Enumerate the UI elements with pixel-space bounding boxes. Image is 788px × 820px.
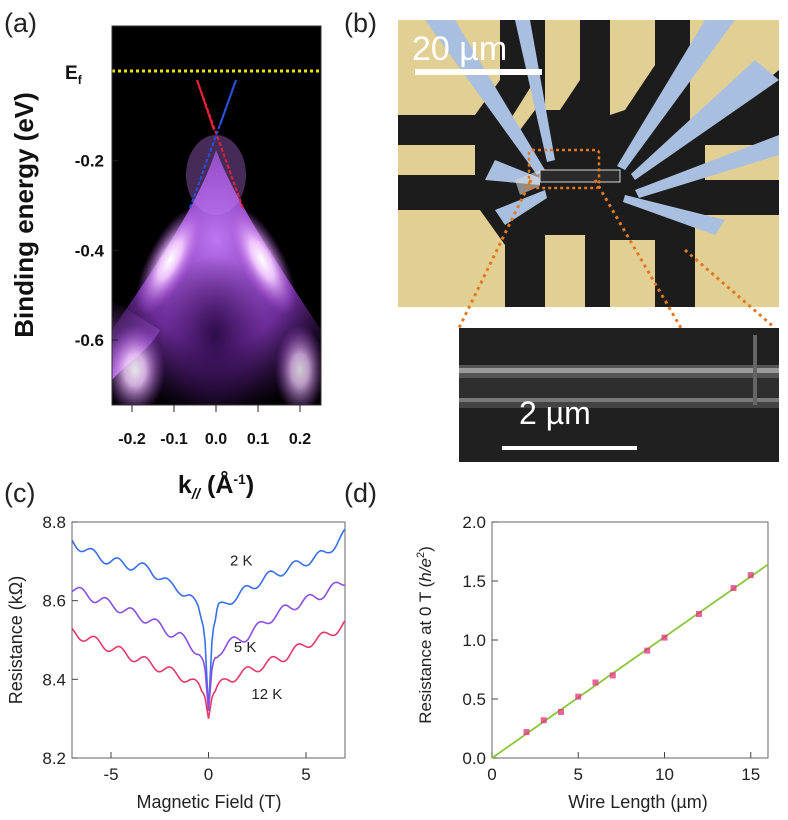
d-data-point (609, 672, 616, 679)
d-fit-line (491, 563, 769, 759)
d-xtick-label: 15 (741, 765, 760, 784)
panel-c-xlabel: Magnetic Field (T) (136, 792, 281, 812)
panel-c-label: (c) (4, 478, 36, 508)
c-ytick-label: 8.4 (42, 670, 66, 689)
dirac-line-blue-1 (189, 79, 237, 209)
a-xtick-label: 0.1 (247, 431, 269, 448)
a-xtick-label: 0.2 (289, 431, 311, 448)
panel-a-arpes: -0.2 -0.4 -0.6 -0.2 -0.1 0.0 0.1 0.2 Ef Bindin… (9, 25, 322, 500)
d-data-point (730, 585, 737, 592)
panel-a-xlabel: k// (Å-1) (178, 470, 254, 500)
panel-a-label: (a) (4, 8, 37, 38)
dirac-line-red-2 (196, 79, 215, 131)
panel-d-xlabel: Wire Length (µm) (568, 792, 707, 812)
d-data-point (523, 729, 530, 736)
d-data-point (696, 611, 702, 618)
c-series-line (71, 528, 346, 711)
c-ytick-label: 8.6 (42, 592, 66, 611)
a-xtick-label: -0.2 (118, 431, 146, 448)
c-ytick-label: 8.2 (42, 749, 66, 768)
d-ytick-label: 1.0 (462, 631, 486, 650)
fermi-level-label: Ef (65, 63, 83, 87)
d-data-point (575, 693, 582, 700)
d-ytick-label: 2.0 (462, 513, 486, 532)
scalebar-main-label: 20 µm (412, 30, 507, 68)
panel-a-ylabel: Binding energy (eV) (9, 92, 39, 338)
d-data-point (747, 572, 754, 579)
c-xtick-label: -5 (103, 765, 118, 784)
a-ytick-label: -0.4 (75, 241, 105, 260)
dirac-line-red-1 (196, 79, 244, 209)
panel-b-label: (b) (344, 8, 377, 38)
scalebar-inset-label: 2 µm (519, 395, 591, 431)
c-series-line (71, 581, 346, 711)
d-xtick-label: 10 (655, 765, 674, 784)
c-series-label: 2 K (230, 552, 253, 569)
d-xtick-label: 0 (487, 765, 496, 784)
panel-c-chart: 8.2 8.4 8.6 8.8 -5 0 5 2 K 5 K 12 K Magnetic Fiel… (6, 513, 346, 812)
d-ytick-label: 0.0 (462, 749, 486, 768)
panel-b-device-image: 20 µm 2 µm (398, 20, 779, 462)
a-ytick-label: -0.6 (75, 331, 104, 350)
zoom-line-right-outer (684, 248, 776, 330)
blue-leads (425, 20, 779, 235)
panel-d-chart: 0.0 0.5 1.0 1.5 2.0 0 5 10 15 Wire Length (µm) R… (415, 513, 769, 812)
sem-inset (459, 328, 779, 462)
d-ytick-label: 0.5 (462, 690, 486, 709)
c-series-label: 12 K (251, 686, 282, 703)
d-data-point (540, 717, 547, 724)
c-xtick-label: 5 (301, 765, 310, 784)
panel-a-yticks: -0.2 -0.4 -0.6 (75, 152, 118, 350)
d-data-point (558, 708, 564, 715)
zoom-line-right (593, 179, 683, 329)
c-series-label: 5 K (234, 639, 257, 656)
a-xtick-label: -0.1 (160, 431, 188, 448)
panel-c-ylabel: Resistance (kΩ) (6, 576, 26, 705)
c-series-line (71, 620, 346, 719)
a-ytick-label: -0.2 (75, 152, 104, 171)
panel-d-label: (d) (344, 478, 377, 508)
d-plot-frame (491, 521, 769, 759)
d-data-point (661, 634, 668, 641)
dirac-line-blue-2 (219, 79, 237, 126)
panel-d-ylabel: Resistance at 0 T (h/e2) (415, 546, 435, 724)
c-xtick-label: 0 (204, 765, 213, 784)
panel-a-xticks: -0.2 -0.1 0.0 0.1 0.2 (118, 405, 311, 448)
d-xtick-label: 5 (574, 765, 583, 784)
c-ytick-label: 8.8 (42, 513, 66, 532)
d-ytick-label: 1.5 (462, 572, 486, 591)
a-xtick-label: 0.0 (205, 431, 227, 448)
c-plot-frame (71, 521, 346, 759)
d-data-point (644, 647, 651, 654)
zoom-region-box (527, 148, 601, 190)
d-data-point (592, 679, 599, 686)
